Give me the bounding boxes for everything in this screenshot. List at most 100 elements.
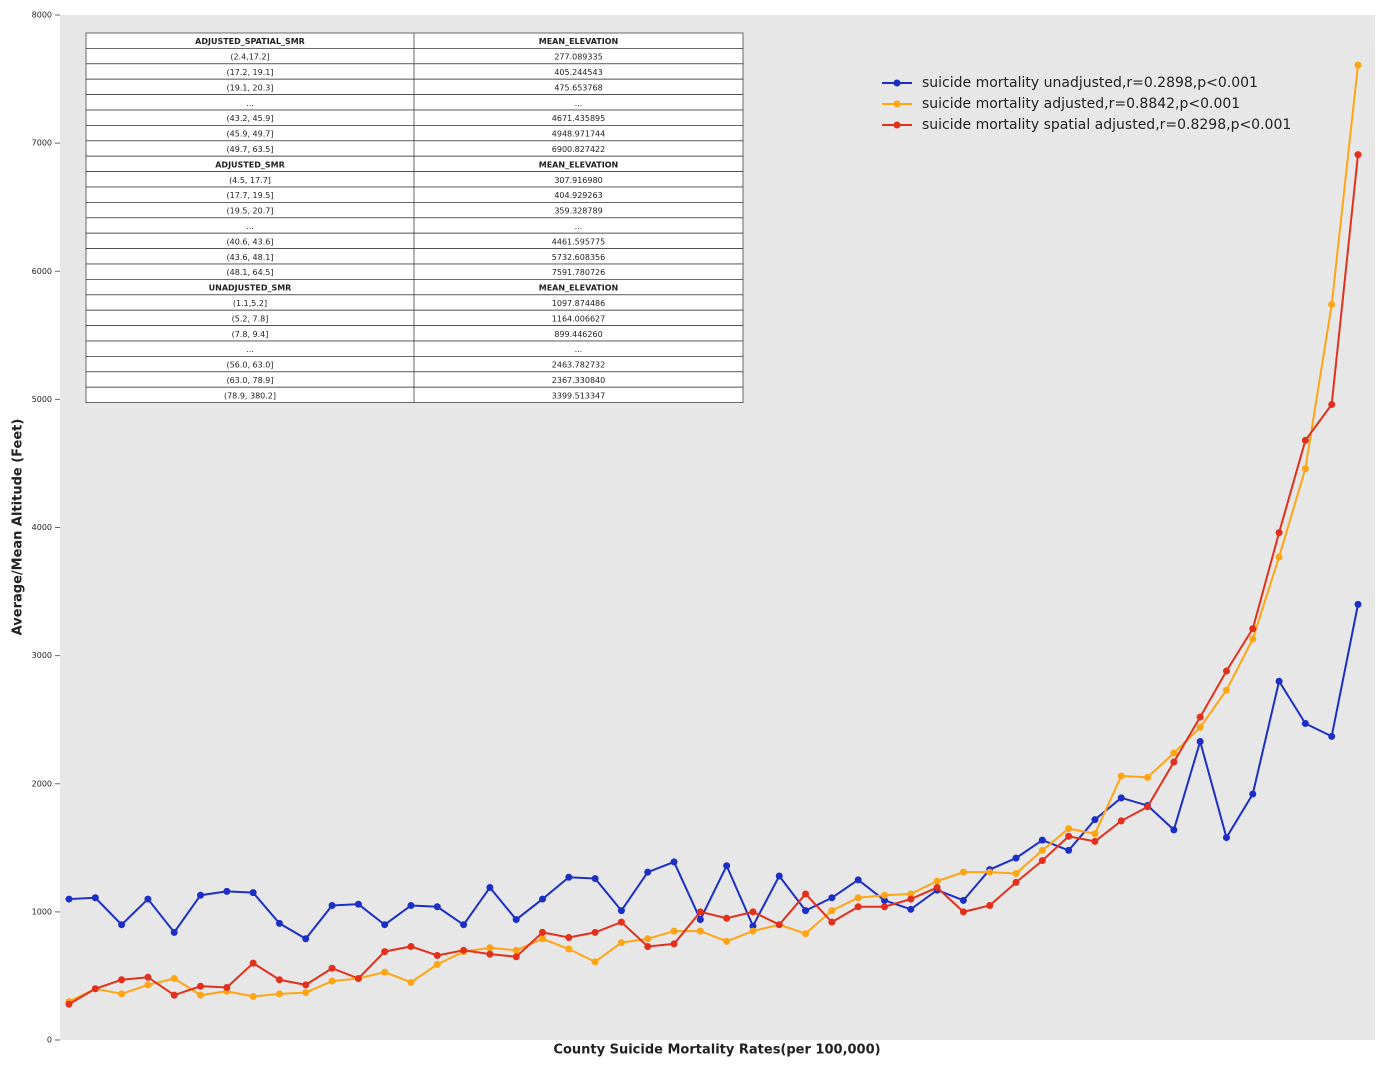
- data-point: [1275, 529, 1283, 537]
- series-line: [68, 64, 1359, 1003]
- data-point: [1117, 794, 1125, 802]
- data-point: [302, 981, 310, 989]
- data-point: [118, 990, 126, 998]
- data-point: [1038, 857, 1046, 865]
- data-point: [381, 968, 389, 976]
- data-point: [565, 934, 573, 941]
- data-point: [1249, 635, 1257, 643]
- data-point: [775, 921, 783, 929]
- data-point: [617, 939, 625, 947]
- data-point: [1328, 301, 1336, 309]
- table-cell: (56.0, 63.0]: [227, 361, 274, 370]
- data-point: [1196, 723, 1204, 731]
- data-point: [565, 945, 573, 953]
- data-point: [907, 905, 915, 913]
- legend-label: suicide mortality adjusted,r=0.8842,p<0.…: [922, 96, 1240, 112]
- data-point: [907, 890, 915, 898]
- data-point: [433, 903, 441, 911]
- legend-marker: [893, 121, 901, 129]
- table-row: [85, 248, 744, 265]
- table-row: [85, 386, 744, 404]
- data-point: [1012, 869, 1020, 877]
- table-cell: (49.7, 63.5]: [227, 145, 274, 154]
- table-cell: (19.1, 20.3]: [227, 83, 274, 92]
- table-row: [85, 371, 744, 388]
- data-point: [1170, 758, 1178, 766]
- data-point: [1117, 772, 1125, 780]
- data-point: [275, 919, 283, 927]
- table-row: [85, 340, 744, 357]
- data-point: [775, 872, 783, 880]
- x-axis-label: County Suicide Mortality Rates(per 100,0…: [553, 1043, 880, 1058]
- table-row: [85, 78, 744, 95]
- table-cell: (63.0, 78.9]: [227, 376, 274, 385]
- data-point: [328, 964, 336, 972]
- data-point: [1328, 732, 1336, 740]
- table-row: [85, 32, 744, 49]
- data-point: [460, 921, 468, 929]
- table-row: [85, 355, 744, 373]
- table-row: [85, 155, 744, 172]
- data-point: [749, 927, 757, 935]
- table-cell: 3399.513347: [552, 391, 605, 400]
- table-cell: (40.6, 43.6]: [227, 237, 274, 246]
- table-cell: (4.5, 17.7]: [229, 176, 271, 185]
- data-point: [249, 959, 257, 967]
- data-point: [144, 895, 152, 903]
- table-cell: 4948.971744: [552, 130, 605, 139]
- data-point: [118, 921, 126, 929]
- y-tick-label: 3000: [32, 651, 52, 660]
- data-point: [407, 942, 415, 950]
- data-point: [512, 916, 520, 924]
- y-tick-label: 5000: [32, 395, 52, 404]
- data-point: [723, 914, 731, 922]
- data-point: [1354, 61, 1362, 69]
- data-point: [1301, 720, 1309, 728]
- table-cell: 277.089335: [554, 53, 602, 62]
- data-point: [512, 946, 520, 954]
- data-point: [1065, 825, 1073, 833]
- data-point: [486, 884, 494, 892]
- table-cell: 1164.006627: [552, 314, 605, 323]
- y-tick-label: 6000: [32, 267, 52, 276]
- data-point: [381, 921, 389, 929]
- table-cell: ...: [575, 222, 583, 231]
- data-point: [144, 981, 152, 989]
- table-cell: 359.328789: [554, 207, 602, 216]
- data-point: [644, 942, 652, 950]
- data-point: [880, 896, 888, 904]
- data-point: [880, 903, 888, 911]
- data-point: [1275, 677, 1283, 685]
- data-point: [591, 928, 599, 936]
- data-point: [696, 916, 704, 924]
- table-cell: 7591.780726: [552, 268, 605, 277]
- data-point: [197, 991, 205, 999]
- data-point: [1091, 837, 1099, 845]
- data-point: [1196, 737, 1204, 745]
- data-point: [670, 858, 678, 866]
- data-point: [670, 940, 678, 948]
- table-row: [85, 278, 744, 296]
- table-cell: ADJUSTED_SMR: [215, 160, 285, 169]
- table-cell: ...: [575, 345, 583, 354]
- data-point: [170, 928, 178, 936]
- table-cell: 307.916980: [554, 176, 602, 185]
- table-cell: (5.2, 7.8]: [232, 314, 269, 323]
- data-point: [749, 908, 757, 916]
- data-point: [854, 903, 862, 911]
- data-point: [223, 887, 231, 895]
- data-point: [1301, 436, 1309, 444]
- data-point: [1065, 846, 1073, 854]
- table-cell: 5732.608356: [552, 253, 605, 262]
- table-row: [85, 125, 744, 142]
- table-cell: ...: [246, 345, 254, 354]
- table-cell: 4461.595775: [552, 237, 605, 246]
- series-line: [68, 154, 1359, 1005]
- data-point: [644, 935, 652, 943]
- data-point: [696, 908, 704, 916]
- data-point: [539, 935, 547, 943]
- table-row: [85, 186, 744, 203]
- data-point: [275, 976, 283, 984]
- data-point: [197, 982, 205, 990]
